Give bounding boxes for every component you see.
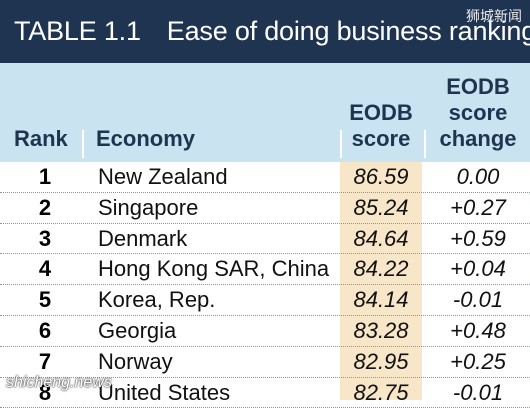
score-change-cell: +0.59 xyxy=(450,225,506,251)
score-cell: 84.14 xyxy=(353,287,409,313)
score-cell: 86.59 xyxy=(353,164,409,189)
table-row: 5 Korea, Rep. 84.14 -0.01 xyxy=(0,285,530,316)
table-number: TABLE 1.1 xyxy=(14,16,141,46)
score-cell: 83.28 xyxy=(353,317,409,343)
watermark-top: 狮城新闻 xyxy=(466,9,522,25)
header-divider xyxy=(82,130,84,158)
table-row: 6 Georgia 83.28 +0.48 xyxy=(0,316,530,347)
score-change-cell: 0.00 xyxy=(456,164,500,189)
score-change-cell: +0.48 xyxy=(450,317,506,343)
economy-cell: New Zealand xyxy=(98,164,228,189)
table-row: 2 Singapore 85.24 +0.27 xyxy=(0,193,530,224)
score-change-cell: +0.04 xyxy=(450,256,506,282)
economy-cell: Norway xyxy=(98,348,173,374)
score-change-cell: -0.01 xyxy=(452,379,504,405)
rank-cell: 8 xyxy=(38,379,52,405)
rank-cell: 2 xyxy=(38,194,52,220)
table-body: 1 New Zealand 86.59 0.00 2 Singapore 85.24 +0.2… xyxy=(0,162,530,408)
economy-cell: Singapore xyxy=(98,194,199,220)
column-header-score: EODB score xyxy=(349,100,413,151)
column-header-economy: Economy xyxy=(96,126,196,151)
score-column-highlight xyxy=(340,162,422,400)
rank-cell: 7 xyxy=(38,348,52,374)
table-row: 1 New Zealand 86.59 0.00 xyxy=(0,162,530,193)
header-divider xyxy=(340,130,342,158)
table-header: Rank Economy EODB score EODB score change xyxy=(0,63,530,162)
score-change-cell: +0.25 xyxy=(450,348,506,374)
column-header-change: EODB score change xyxy=(439,74,517,151)
economy-cell: United States xyxy=(98,379,231,405)
rank-cell: 4 xyxy=(38,256,52,282)
economy-cell: Korea, Rep. xyxy=(98,287,216,313)
watermark-bottom: shicheng.news xyxy=(6,374,112,391)
score-change-cell: +0.27 xyxy=(450,194,506,220)
header-divider xyxy=(424,130,426,158)
rank-cell: 3 xyxy=(38,225,52,251)
economy-cell: Denmark xyxy=(98,225,188,251)
table-row: 7 Norway 82.95 +0.25 xyxy=(0,347,530,378)
score-change-cell: -0.01 xyxy=(452,287,504,313)
column-header-rank: Rank xyxy=(14,126,68,151)
score-cell: 84.64 xyxy=(353,225,409,251)
score-cell: 82.95 xyxy=(353,348,409,374)
title-bar: TABLE 1.1 Ease of doing business ranking … xyxy=(0,0,530,63)
rank-cell: 1 xyxy=(38,164,52,189)
table-title-text: Ease of doing business ranking xyxy=(166,16,530,46)
score-cell: 85.24 xyxy=(353,194,409,220)
economy-cell: Hong Kong SAR, China xyxy=(98,256,330,282)
economy-cell: Georgia xyxy=(98,317,177,343)
rank-cell: 6 xyxy=(38,317,52,343)
table-row: 4 Hong Kong SAR, China 84.22 +0.04 xyxy=(0,254,530,286)
score-cell: 84.22 xyxy=(353,256,409,282)
table-title: TABLE 1.1 Ease of doing business ranking xyxy=(14,14,530,48)
rank-cell: 5 xyxy=(38,287,52,313)
score-cell: 82.75 xyxy=(353,379,409,405)
table-row: 3 Denmark 84.64 +0.59 xyxy=(0,224,530,255)
